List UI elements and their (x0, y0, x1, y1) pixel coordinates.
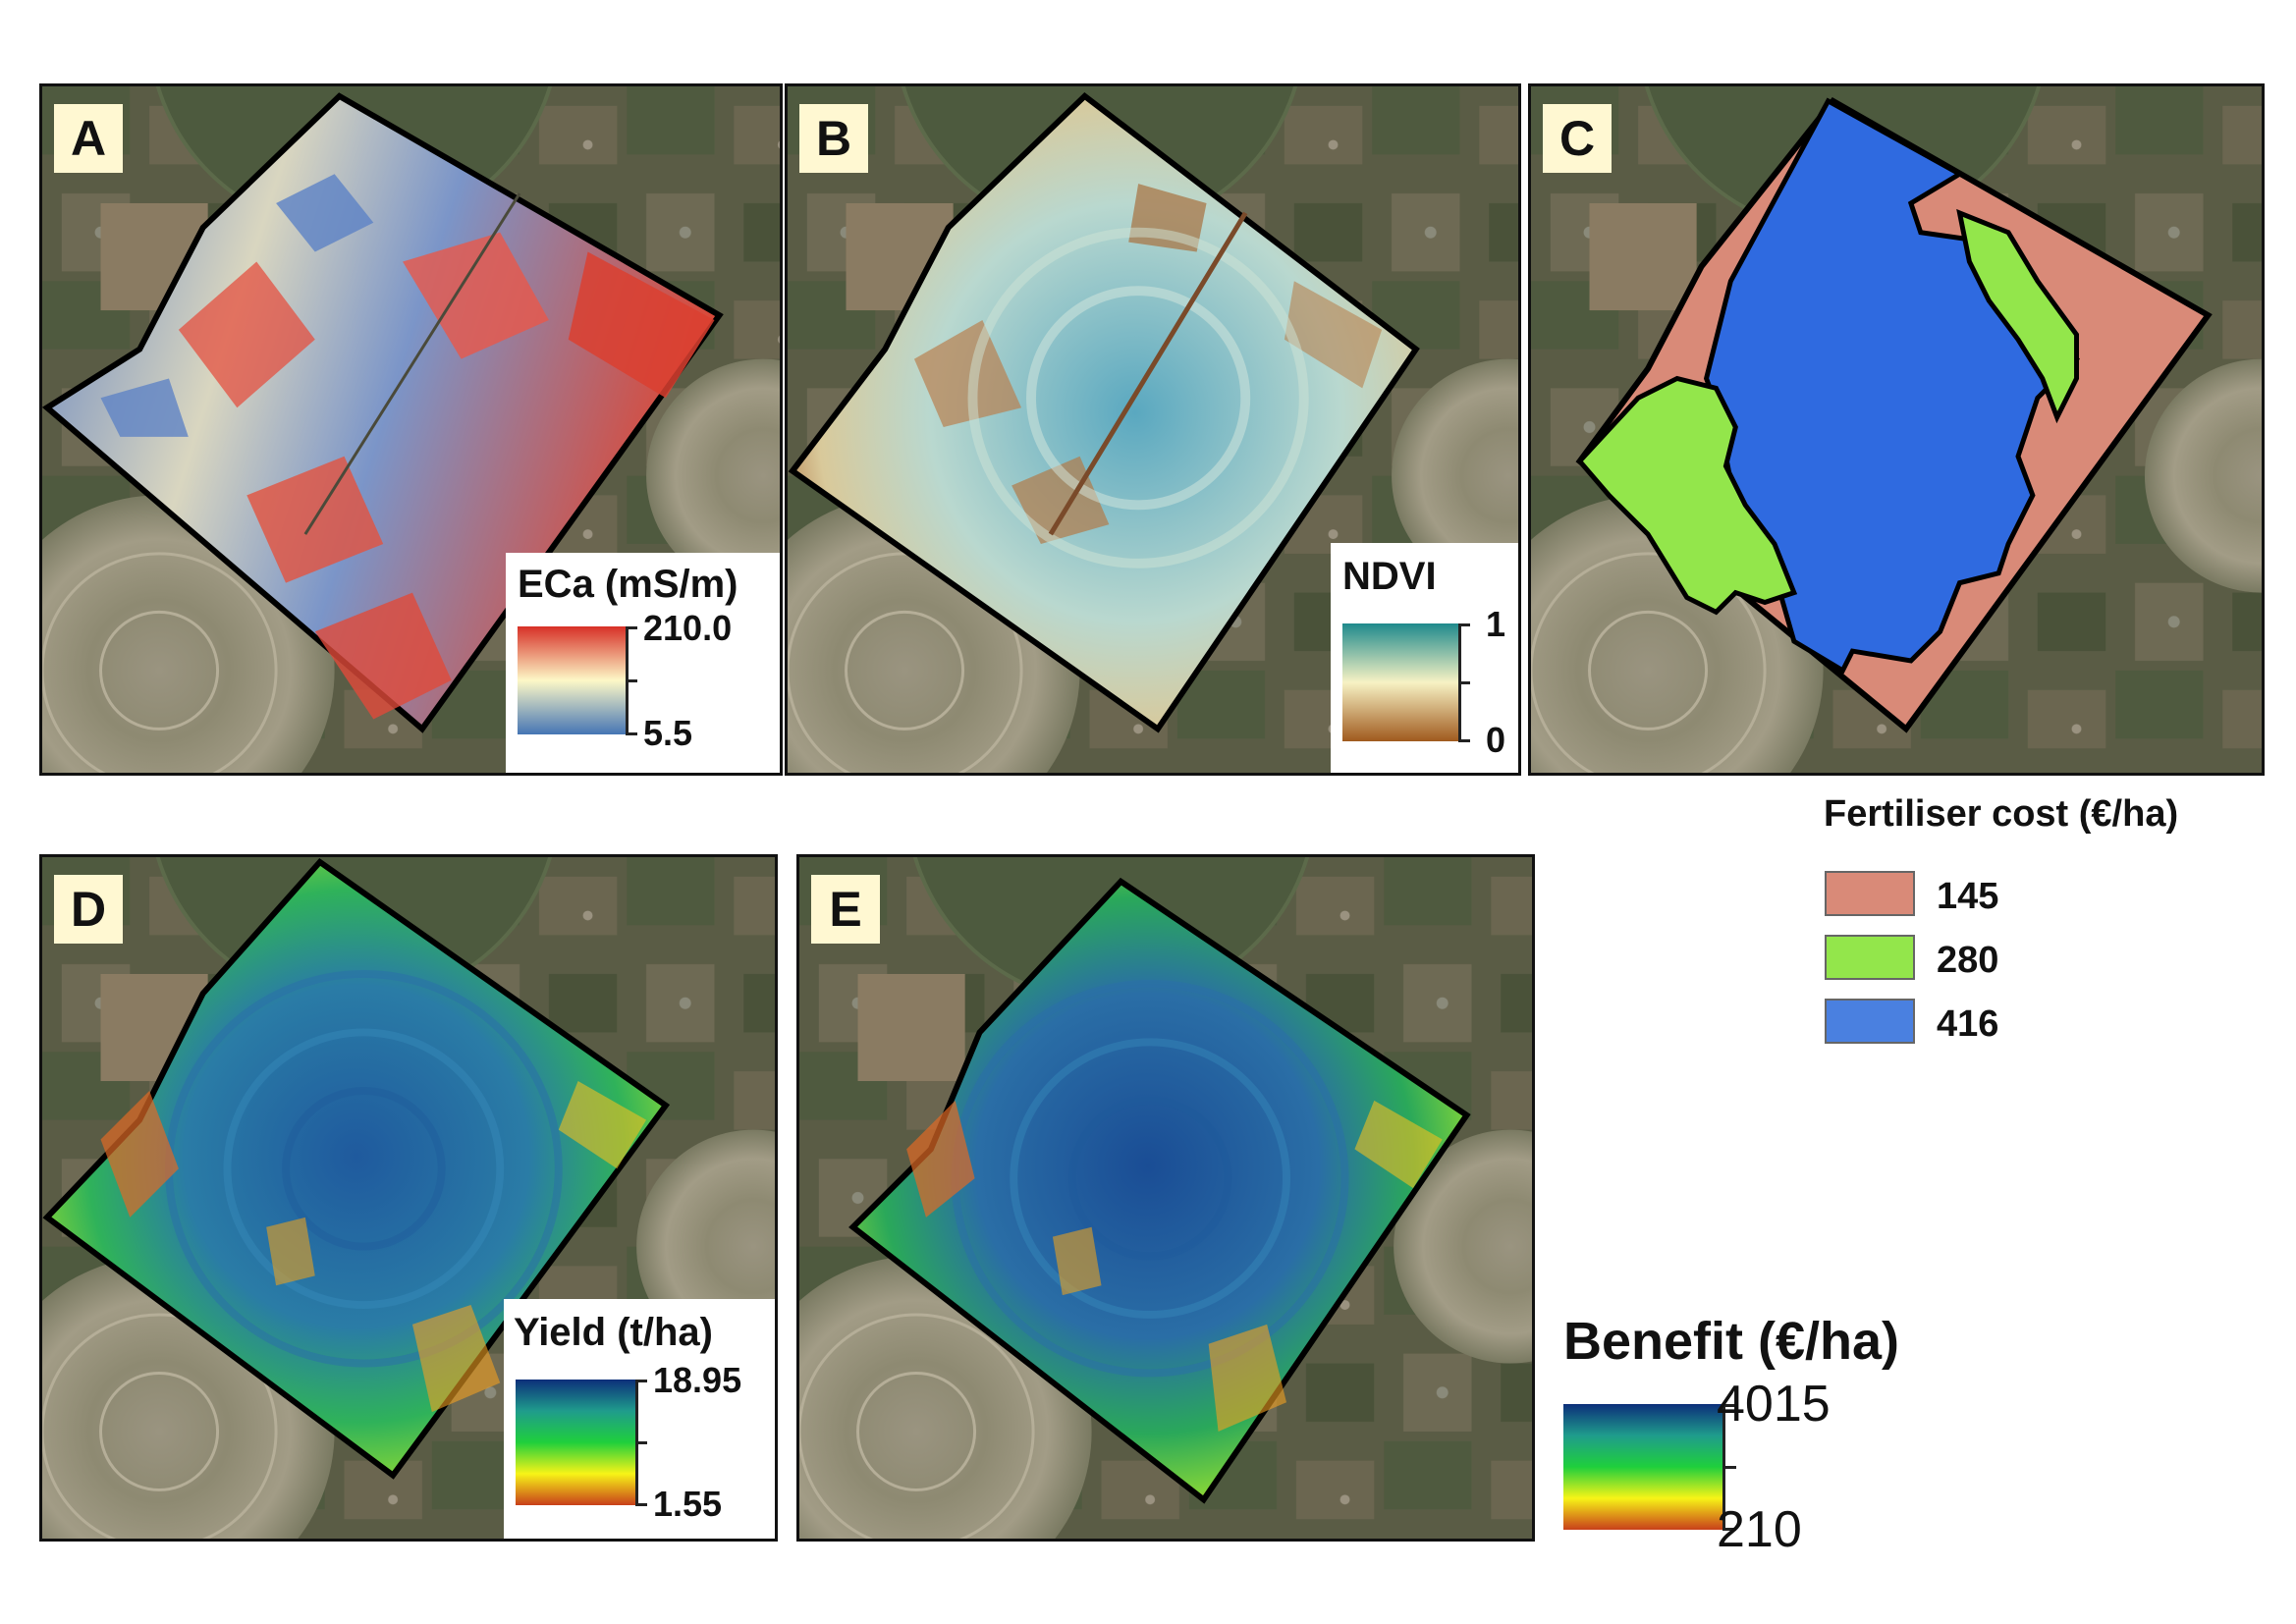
legend-eca: ECa (mS/m) 210.0 5.5 (506, 553, 780, 773)
panel-label-a: A (54, 104, 123, 173)
legend-benefit-title: Benefit (€/ha) (1563, 1312, 1900, 1371)
panel-label-b: B (799, 104, 868, 173)
zone-280-sw (1576, 375, 1798, 616)
panel-label-e: E (811, 875, 880, 944)
legend-fertiliser-label-145: 145 (1937, 876, 1999, 917)
panel-label-d: D (54, 875, 123, 944)
legend-yield-ramp (516, 1380, 635, 1505)
legend-ndvi-max: 1 (1486, 604, 1506, 644)
map-panel-c: C (1528, 83, 2265, 776)
legend-benefit-min: 210 (1717, 1501, 1802, 1558)
legend-benefit-tick-bottom (1722, 1528, 1736, 1531)
legend-fertiliser-swatch-416 (1825, 999, 1915, 1044)
legend-yield-min: 1.55 (653, 1484, 723, 1524)
map-panel-b: B NDVI 1 0 (785, 83, 1521, 776)
legend-benefit-max: 4015 (1717, 1376, 1831, 1433)
zone-280-ne (1956, 208, 2079, 424)
legend-eca-tick-mid (626, 679, 637, 682)
legend-yield-tick-top (635, 1380, 647, 1382)
legend-yield-tick-mid (635, 1441, 647, 1444)
panel-label-c: C (1543, 104, 1612, 173)
legend-eca-title: ECa (mS/m) (518, 563, 738, 606)
map-c-image (1531, 86, 2262, 773)
legend-benefit-tick-top (1722, 1404, 1736, 1407)
legend-ndvi-tick-top (1458, 623, 1470, 626)
map-panel-e: E (796, 854, 1535, 1542)
legend-eca-tick-bottom (626, 732, 637, 735)
legend-benefit-tick-mid (1722, 1466, 1736, 1469)
map-a-image (42, 86, 780, 773)
legend-fertiliser-label-280: 280 (1937, 940, 1999, 981)
legend-eca-tick-top (626, 626, 637, 629)
legend-yield-max: 18.95 (653, 1360, 742, 1400)
legend-fertiliser-swatch-145 (1825, 871, 1915, 916)
legend-fertiliser-swatch-280 (1825, 935, 1915, 980)
legend-yield: Yield (t/ha) 18.95 1.55 (504, 1299, 775, 1539)
legend-eca-max: 210.0 (643, 608, 733, 648)
legend-ndvi-tick-mid (1458, 681, 1470, 684)
legend-yield-title: Yield (t/ha) (514, 1311, 713, 1354)
map-panel-a: A ECa (mS/m) 210.0 5.5 (39, 83, 783, 776)
legend-ndvi: NDVI 1 0 (1331, 543, 1518, 773)
legend-ndvi-ramp (1342, 623, 1458, 741)
legend-ndvi-title: NDVI (1342, 555, 1437, 598)
legend-fertiliser-label-416: 416 (1937, 1003, 1999, 1045)
map-panel-d: D Yield (t/ha) 18.95 1.55 (39, 854, 778, 1542)
legend-eca-ramp (518, 626, 626, 734)
legend-yield-tick-bottom (635, 1503, 647, 1506)
legend-ndvi-tick-bottom (1458, 739, 1470, 742)
map-d-image (42, 857, 775, 1539)
map-e-image (799, 857, 1532, 1539)
legend-benefit-ramp (1563, 1404, 1722, 1530)
legend-ndvi-min: 0 (1486, 720, 1506, 760)
legend-eca-min: 5.5 (643, 713, 693, 753)
legend-fertiliser-title: Fertiliser cost (€/ha) (1824, 793, 2179, 835)
